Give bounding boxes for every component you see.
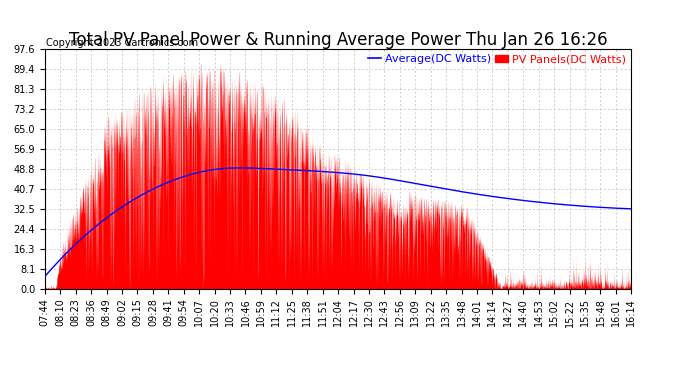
- Text: Copyright 2023 Cartronics.com: Copyright 2023 Cartronics.com: [46, 38, 198, 48]
- Legend: Average(DC Watts), PV Panels(DC Watts): Average(DC Watts), PV Panels(DC Watts): [368, 54, 626, 64]
- Title: Total PV Panel Power & Running Average Power Thu Jan 26 16:26: Total PV Panel Power & Running Average P…: [69, 31, 607, 49]
